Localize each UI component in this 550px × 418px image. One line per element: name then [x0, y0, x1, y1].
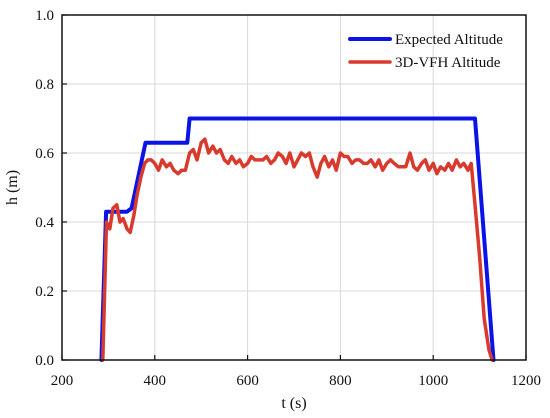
- y-tick-label: 1.0: [35, 8, 54, 24]
- y-tick-label: 0.0: [35, 353, 54, 369]
- x-tick-label: 1000: [418, 373, 448, 389]
- y-tick-label: 0.6: [35, 146, 54, 162]
- grid-lines: [62, 15, 526, 360]
- y-tick-label: 0.2: [35, 284, 54, 300]
- plot-frame: [61, 14, 527, 361]
- series-line-2: [101, 137, 494, 362]
- y-axis-title: h (m): [4, 170, 21, 205]
- legend: Expected Altitude 3D-VFH Altitude: [348, 32, 503, 71]
- legend-label: 3D-VFH Altitude: [395, 55, 501, 71]
- x-tick-label: 400: [144, 373, 167, 389]
- x-tick-label: 200: [51, 373, 74, 389]
- axis-ticks: 200 400 600 800 1000 1200 0.0 0.2 0.4 0.6 0.8 1.0: [35, 8, 541, 389]
- x-tick-label: 600: [236, 373, 259, 389]
- y-tick-label: 0.8: [35, 77, 54, 93]
- x-axis-title: t (s): [281, 395, 306, 412]
- series-line-1: [99, 116, 496, 362]
- series-lines: [99, 116, 496, 362]
- x-tick-label: 1200: [511, 373, 541, 389]
- x-tick-label: 800: [329, 373, 352, 389]
- legend-label: Expected Altitude: [395, 32, 503, 48]
- y-tick-label: 0.4: [35, 215, 54, 231]
